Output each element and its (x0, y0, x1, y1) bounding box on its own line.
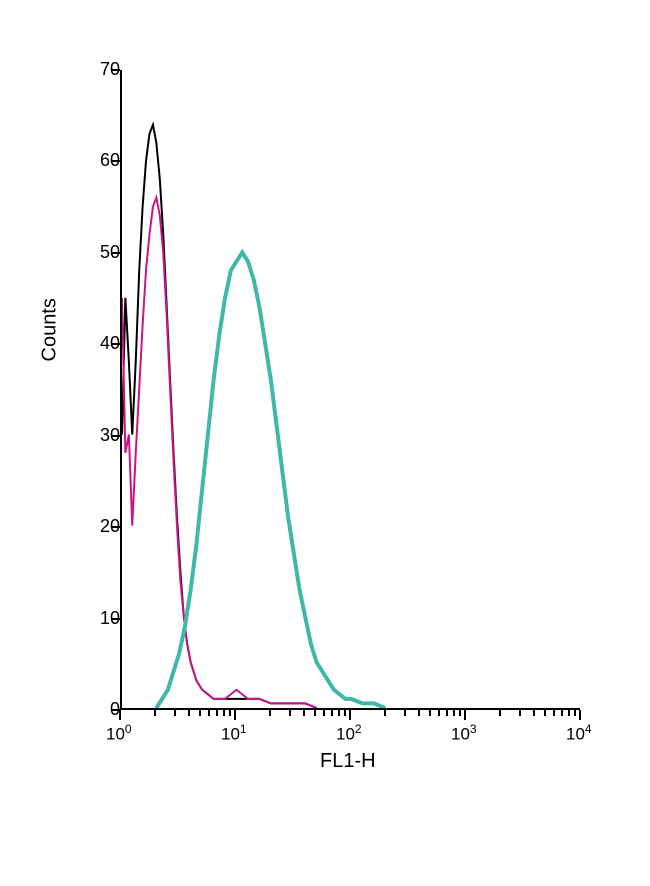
x-tick-minor (323, 710, 325, 716)
y-axis-label: Counts (39, 298, 62, 361)
x-tick-minor (446, 710, 448, 716)
x-tick-minor (338, 710, 340, 716)
chart-container: Counts FL1-H 010203040506070 10010110210… (40, 50, 610, 800)
x-tick-minor (208, 710, 210, 716)
y-tick-label: 20 (100, 516, 120, 537)
x-tick-minor (519, 710, 521, 716)
x-tick-minor (574, 710, 576, 716)
x-tick-minor (216, 710, 218, 716)
y-tick-label: 30 (100, 425, 120, 446)
x-tick-minor (174, 710, 176, 716)
x-tick-minor (533, 710, 535, 716)
x-tick-minor (459, 710, 461, 716)
x-tick-major (349, 710, 351, 720)
x-tick-label: 100 (106, 722, 132, 745)
x-tick-minor (229, 710, 231, 716)
x-axis-label: FL1-H (320, 750, 376, 773)
y-tick-label: 60 (100, 150, 120, 171)
y-tick-label: 50 (100, 242, 120, 263)
x-tick-label: 103 (451, 722, 477, 745)
x-tick-minor (553, 710, 555, 716)
x-tick-minor (568, 710, 570, 716)
x-tick-label: 104 (566, 722, 592, 745)
x-tick-minor (269, 710, 271, 716)
x-tick-minor (418, 710, 420, 716)
black-curve (122, 125, 317, 708)
x-tick-minor (384, 710, 386, 716)
x-tick-minor (561, 710, 563, 716)
x-tick-major (464, 710, 466, 720)
x-tick-minor (289, 710, 291, 716)
x-tick-minor (314, 710, 316, 716)
x-tick-minor (188, 710, 190, 716)
x-tick-minor (154, 710, 156, 716)
x-tick-minor (429, 710, 431, 716)
x-tick-minor (331, 710, 333, 716)
x-tick-major (119, 710, 121, 720)
x-tick-minor (223, 710, 225, 716)
x-tick-minor (303, 710, 305, 716)
teal-curve (156, 252, 385, 708)
x-tick-minor (199, 710, 201, 716)
x-tick-minor (404, 710, 406, 716)
x-tick-label: 101 (221, 722, 247, 745)
x-tick-minor (499, 710, 501, 716)
x-tick-minor (344, 710, 346, 716)
y-tick-label: 70 (100, 59, 120, 80)
x-tick-major (579, 710, 581, 720)
plot-area (120, 70, 580, 710)
magenta-curve (122, 198, 317, 708)
x-tick-label: 102 (336, 722, 362, 745)
x-tick-minor (453, 710, 455, 716)
x-tick-minor (544, 710, 546, 716)
x-tick-minor (438, 710, 440, 716)
y-tick-label: 10 (100, 608, 120, 629)
x-tick-major (234, 710, 236, 720)
y-tick-label: 40 (100, 333, 120, 354)
histogram-svg (122, 70, 580, 708)
